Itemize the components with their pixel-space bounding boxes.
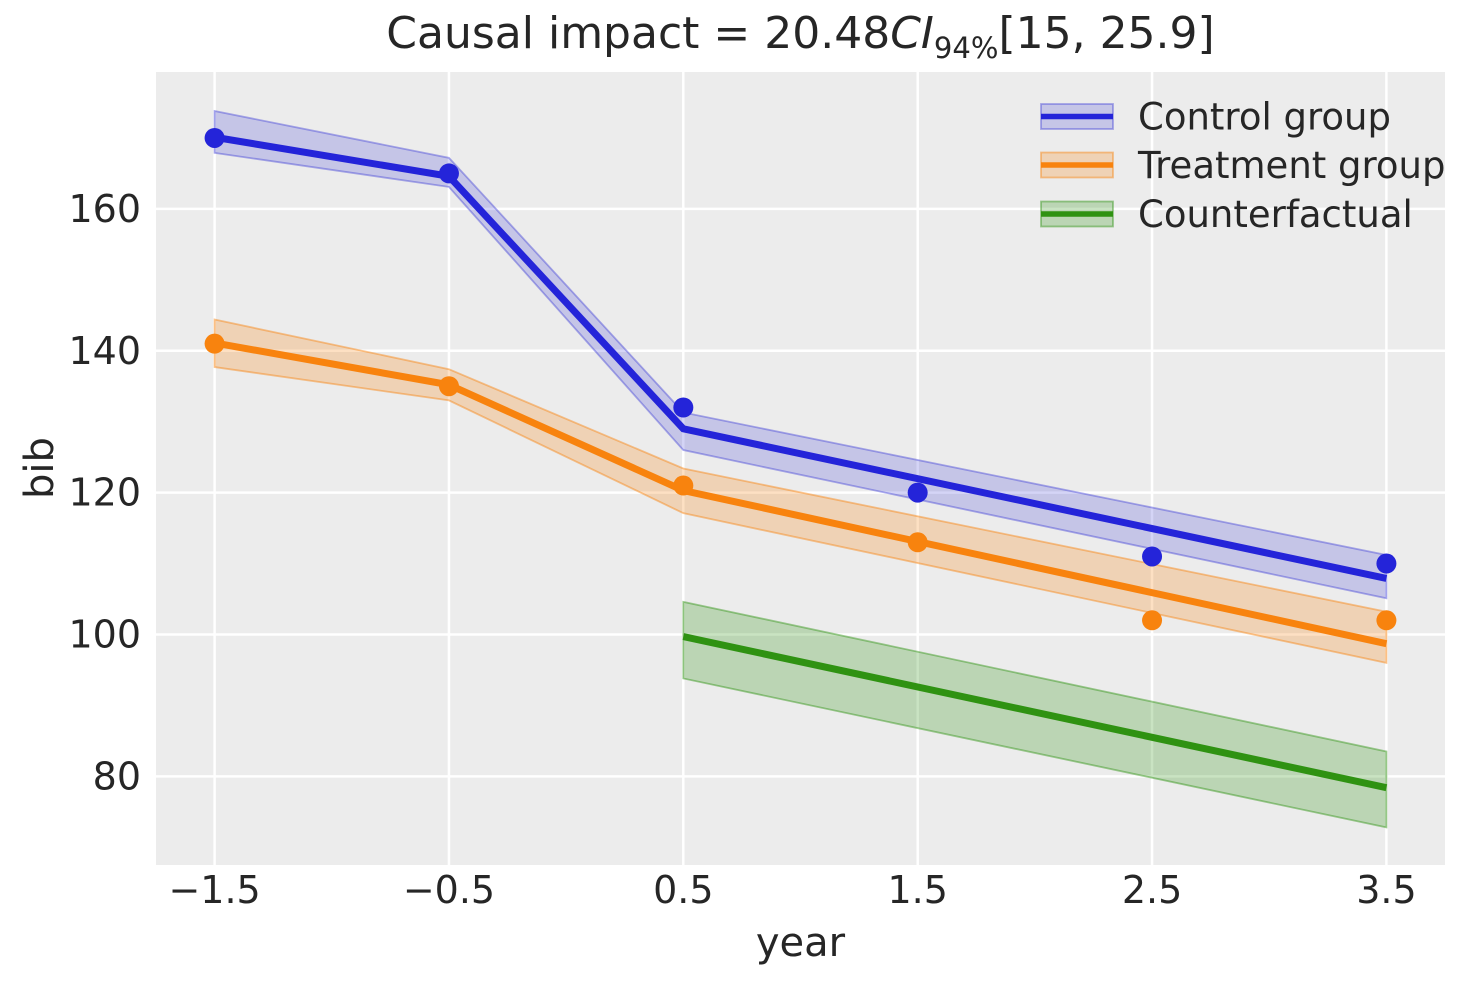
title-interval: [15, 25.9]: [998, 8, 1215, 59]
y-axis-label: bib: [17, 437, 63, 499]
scatter-point: [907, 482, 928, 503]
trend-line: [214, 133, 1388, 582]
x-tick-label: 2.5: [1122, 868, 1182, 912]
x-tick-label: 1.5: [887, 868, 947, 912]
scatter-point: [1142, 546, 1163, 567]
confidence-band: [213, 109, 1388, 600]
scatter-point: [438, 163, 459, 184]
y-tick-label: 140: [68, 329, 141, 373]
x-tick-label: −0.5: [403, 868, 495, 912]
scatter-point: [204, 333, 225, 354]
scatter-point: [673, 475, 694, 496]
legend-item-control-group: Control group: [1040, 96, 1391, 139]
x-tick-label: 3.5: [1356, 868, 1416, 912]
plot-background: [156, 72, 1445, 865]
legend-item-counterfactual: Counterfactual: [1040, 193, 1413, 236]
legend-label: Treatment group: [1137, 144, 1446, 187]
y-tick-label: 160: [68, 187, 141, 231]
y-tick-label: 120: [68, 471, 141, 515]
y-tick-label: 80: [93, 754, 141, 798]
x-axis-label: year: [755, 920, 846, 966]
legend-label: Counterfactual: [1138, 193, 1413, 236]
legend-label: Control group: [1138, 96, 1391, 139]
scatter-point: [1376, 610, 1397, 631]
scatter-point: [204, 127, 225, 148]
title-ci-subscript: 94%: [933, 30, 999, 65]
x-tick-label: 0.5: [653, 868, 713, 912]
title-ci: CI: [890, 8, 934, 59]
scatter-point: [1142, 610, 1163, 631]
title-prefix: Causal impact = 20.48: [386, 8, 891, 59]
scatter-point: [1376, 553, 1397, 574]
trend-line: [213, 339, 1388, 648]
scatter-point: [907, 532, 928, 553]
trend-line: [682, 633, 1388, 792]
scatter-point: [673, 397, 694, 418]
chart-title: Causal impact = 20.48CI94%[15, 25.9]: [156, 8, 1445, 62]
scatter-point: [438, 376, 459, 397]
y-tick-label: 100: [68, 612, 141, 656]
x-tick-label: −1.5: [168, 868, 260, 912]
legend-item-treatment-group: Treatment group: [1040, 144, 1446, 187]
